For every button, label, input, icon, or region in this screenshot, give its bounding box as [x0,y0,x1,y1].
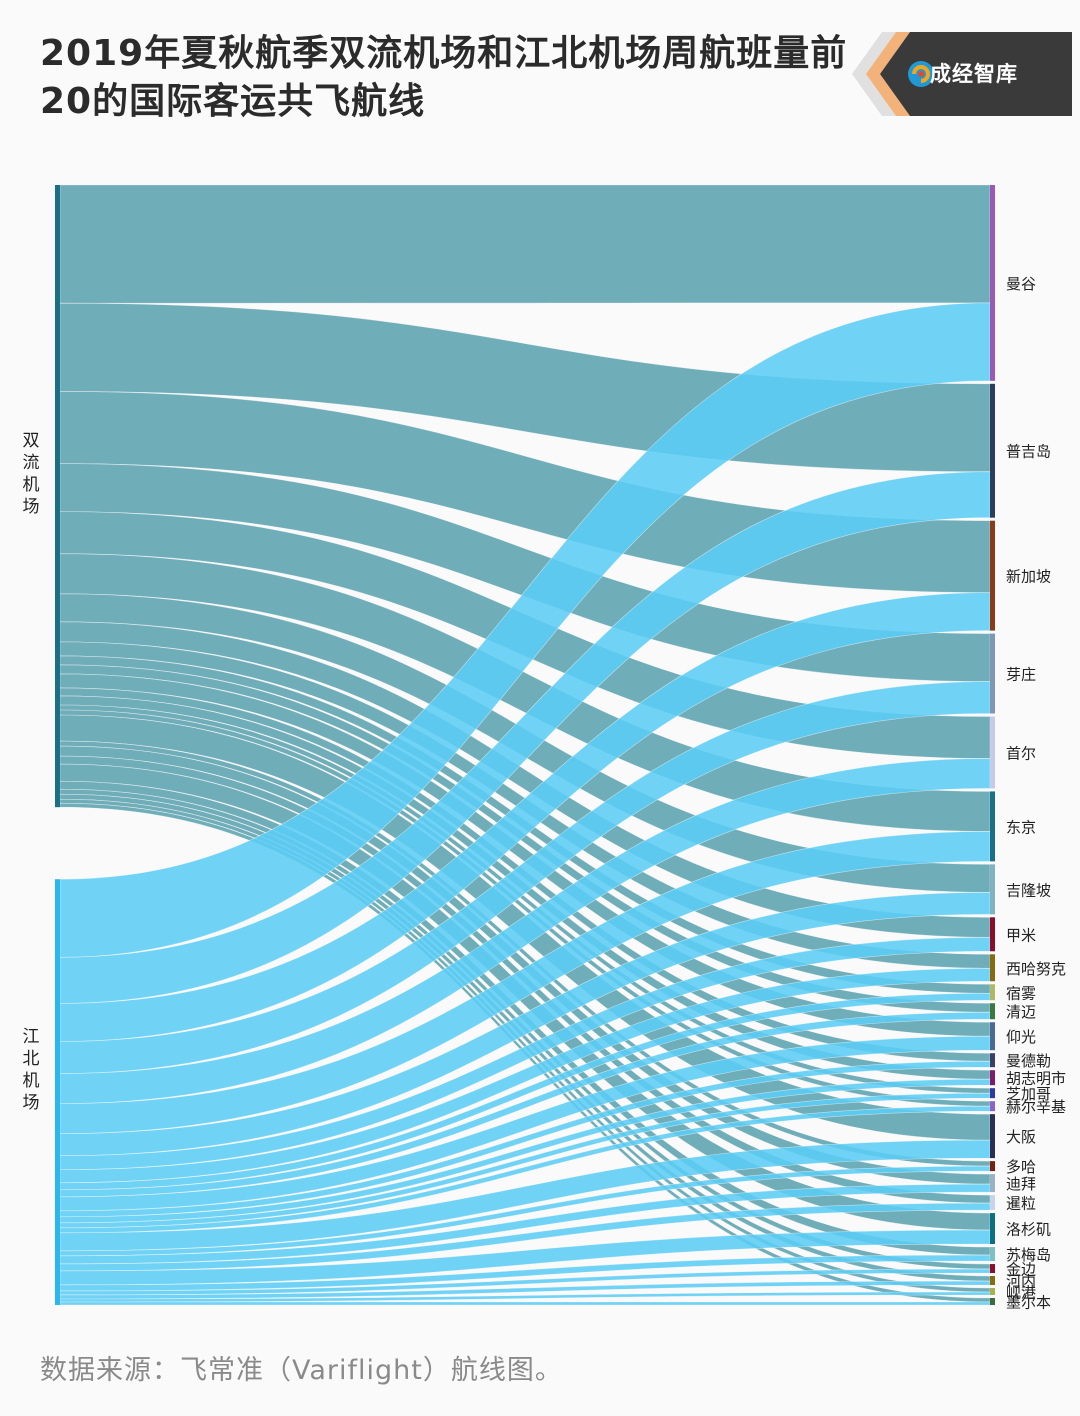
link-1-15 [59,1105,991,1234]
target-label-4: 首尔 [1006,744,1036,762]
brand-name: 成经智库 [930,62,1018,86]
target-node-1 [990,383,995,518]
target-label-13: 胡志明市 [1006,1070,1066,1088]
target-node-13 [990,1070,995,1086]
target-label-0: 曼谷 [1006,275,1036,293]
target-node-19 [990,1195,995,1211]
source-label-shuangliu: 双流机场 [22,431,40,518]
target-node-7 [990,917,995,952]
target-node-24 [990,1288,995,1296]
target-label-3: 芽庄 [1006,666,1036,684]
target-label-1: 普吉岛 [1006,443,1051,461]
link-1-25 [59,1301,991,1306]
target-label-12: 曼德勒 [1006,1052,1051,1070]
target-label-8: 西哈努克 [1006,960,1066,978]
link-1-9 [59,992,991,1191]
target-label-11: 仰光 [1006,1028,1036,1046]
target-label-18: 迪拜 [1006,1175,1036,1193]
target-node-18 [990,1174,995,1193]
target-node-5 [990,791,995,862]
target-node-6 [990,864,995,915]
target-label-17: 多哈 [1006,1158,1036,1176]
target-node-9 [990,984,995,1001]
target-label-6: 吉隆坡 [1006,881,1051,899]
sankey-chart: 曼谷普吉岛新加坡芽庄首尔东京吉隆坡甲米西哈努克宿雾 清迈仰光曼德勒 胡志明市 芝加哥赫… [0,170,1080,1320]
link-1-13 [59,1078,991,1224]
target-node-11 [990,1022,995,1051]
link-1-17 [59,1165,991,1257]
target-node-23 [990,1276,995,1286]
target-node-17 [990,1161,995,1172]
target-label-20: 洛杉矶 [1006,1221,1051,1239]
source-node-1 [55,879,60,1305]
brand-badge: 成经智库 [852,28,1072,120]
target-label-21: 苏梅岛 [1006,1246,1051,1264]
links [59,184,991,1306]
link-1-7 [59,936,991,1171]
target-node-10 [990,1003,995,1020]
target-label-5: 东京 [1006,818,1036,836]
target-node-20 [990,1213,995,1245]
target-label-10: 清迈 [1006,1003,1036,1021]
target-label-2: 新加坡 [1006,568,1051,586]
target-label-14: 芝加哥 [1006,1085,1051,1103]
target-label-15: 赫尔辛基 [1006,1098,1066,1116]
target-label-9: 宿雾 [1006,984,1036,1002]
target-label-19: 暹粒 [1006,1195,1036,1213]
target-node-0 [990,185,995,381]
link-0-0 [59,184,991,304]
link-1-0 [59,302,991,958]
target-label-23: 河内 [1006,1273,1036,1291]
chart-title: 2019年夏秋航季双流机场和江北机场周航班量前20的国际客运共飞航线 [40,33,848,122]
source-label-jiangbei: 江北机场 [22,1027,40,1114]
link-1-16 [59,1139,991,1252]
link-1-11 [59,1035,991,1212]
target-node-4 [990,716,995,789]
brand-badge-shape [852,32,1072,116]
target-node-21 [990,1247,995,1262]
target-label-25: 墨尔本 [1006,1294,1051,1312]
target-node-2 [990,520,995,631]
target-node-25 [990,1298,995,1305]
link-1-18 [59,1183,991,1265]
sankey-svg: 曼谷普吉岛新加坡芽庄首尔东京吉隆坡甲米西哈努克宿雾清迈仰光曼德勒胡志明市芝加哥赫… [55,184,1066,1312]
nodes: 曼谷普吉岛新加坡芽庄首尔东京吉隆坡甲米西哈努克宿雾清迈仰光曼德勒胡志明市芝加哥赫… [55,185,1066,1312]
target-node-14 [990,1088,995,1099]
target-label-24: 岘港 [1006,1284,1036,1302]
target-node-16 [990,1114,995,1159]
link-1-24 [59,1291,991,1303]
spiral-logo-icon [908,61,934,87]
target-label-22: 金边 [1006,1261,1036,1279]
link-1-3 [59,681,991,1074]
target-label-7: 甲米 [1006,926,1036,944]
link-1-1 [59,471,991,1004]
target-node-22 [990,1264,995,1274]
data-source-note: 数据来源：飞常准（Variflight）航线图。 [40,1355,563,1386]
target-node-8 [990,954,995,982]
source-node-0 [55,185,60,808]
target-node-3 [990,633,995,714]
target-node-15 [990,1101,995,1112]
target-label-16: 大阪 [1006,1128,1036,1146]
target-node-12 [990,1053,995,1068]
